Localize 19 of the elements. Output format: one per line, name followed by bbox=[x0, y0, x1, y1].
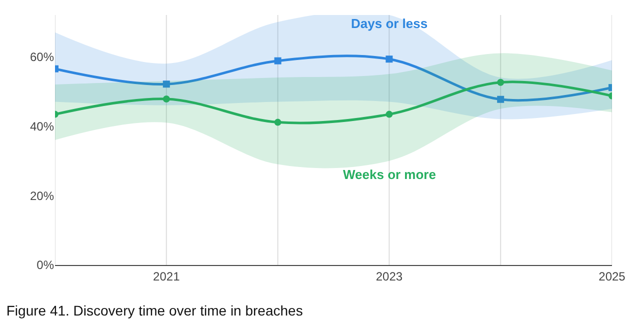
y-tick-label: 20% bbox=[30, 188, 54, 203]
x-tick-label: 2025 bbox=[598, 269, 626, 284]
x-tick-label: 2021 bbox=[153, 269, 180, 284]
text: Figure 41. Discovery time over time in breaches bbox=[6, 302, 303, 318]
point bbox=[386, 110, 393, 118]
y-tick-label: 40% bbox=[30, 119, 54, 134]
x-tick-label: 2023 bbox=[376, 269, 403, 284]
text: Weeks or more bbox=[343, 167, 436, 182]
point bbox=[386, 56, 393, 63]
y-tick-label: 0% bbox=[36, 258, 54, 272]
line-series bbox=[55, 78, 612, 126]
point bbox=[162, 96, 170, 103]
point bbox=[497, 78, 504, 86]
point bbox=[162, 80, 170, 88]
series-label: Days or less bbox=[351, 16, 428, 31]
y-tick-label: 60% bbox=[30, 50, 54, 64]
point bbox=[497, 96, 504, 103]
point bbox=[274, 118, 282, 126]
point bbox=[274, 57, 282, 64]
